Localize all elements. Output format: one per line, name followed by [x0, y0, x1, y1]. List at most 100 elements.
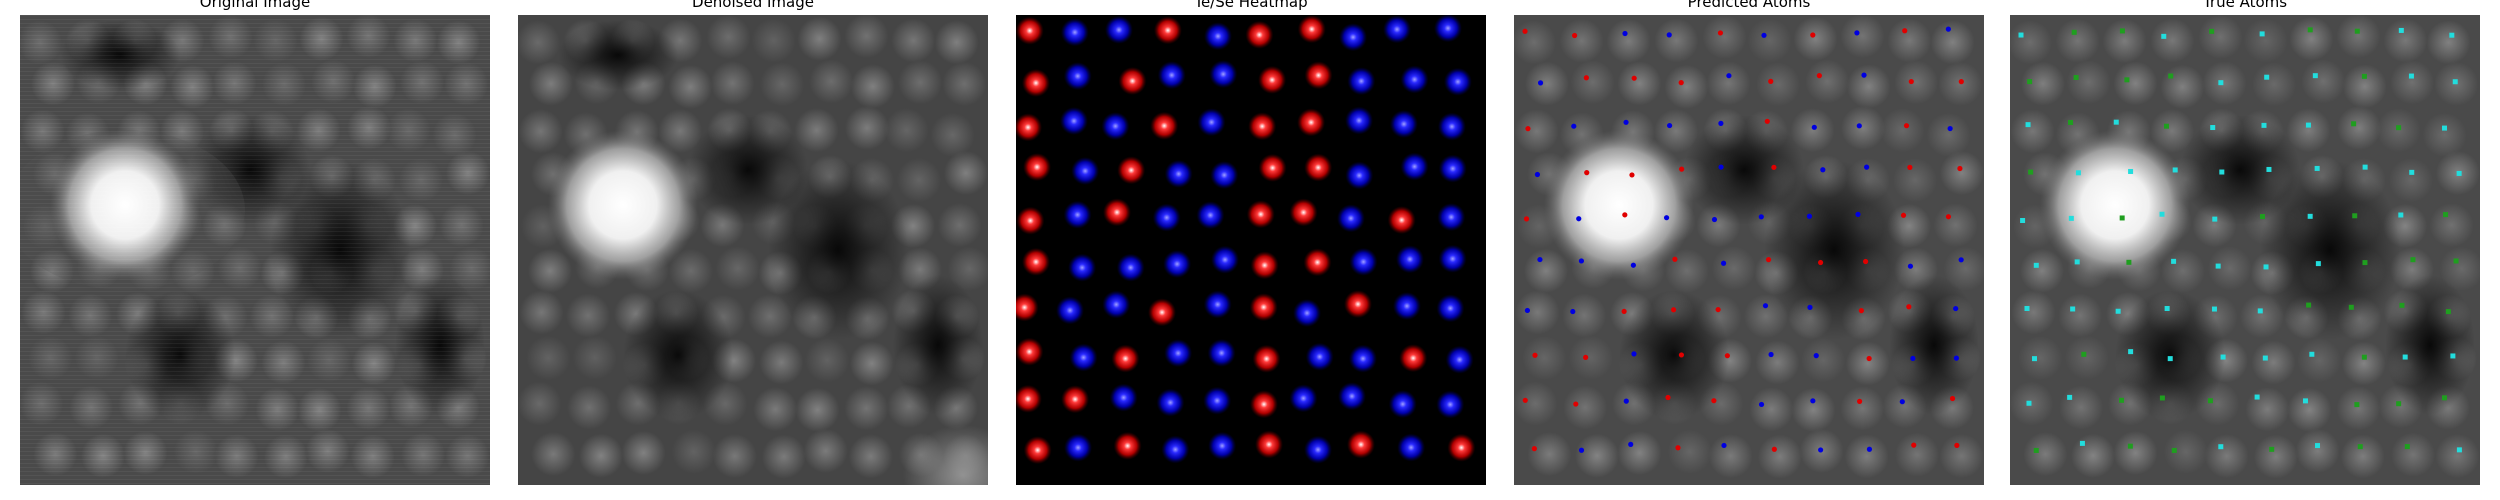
heatmap-atom	[1016, 16, 1044, 45]
heatmap-atom	[1207, 338, 1236, 367]
predicted-atom-marker	[1771, 446, 1777, 452]
true-atom-marker	[2262, 355, 2268, 361]
true-atom-marker	[2026, 400, 2032, 406]
predicted-atom-marker	[1578, 258, 1585, 264]
heatmap-atom	[1400, 65, 1429, 94]
true-atom-marker	[2163, 123, 2169, 129]
heatmap-atom	[1347, 67, 1376, 96]
heatmap-atom	[1293, 299, 1322, 328]
predicted-atom-marker	[1666, 32, 1672, 38]
predicted-atom-marker	[1622, 30, 1628, 37]
true-atom-marker	[2445, 309, 2451, 315]
heatmap-atom	[1063, 62, 1092, 91]
predicted-atom-marker	[1908, 78, 1914, 85]
heatmap-atom	[1209, 60, 1238, 89]
panel-heatmap: Te/Se Heatmap	[1016, 0, 1486, 500]
heatmap-atom	[1016, 293, 1039, 322]
true-atom-marker	[2031, 356, 2037, 362]
true-atom-marker	[2357, 444, 2363, 450]
predicted-atom-marker	[1902, 28, 1908, 34]
heatmap-atom	[1203, 22, 1232, 51]
predicted-atom-marker	[1758, 214, 1764, 220]
predicted-atom-marker	[1578, 447, 1585, 453]
predicted-image	[1514, 15, 1984, 485]
predicted-atom-marker	[1906, 304, 1912, 310]
heatmap-atom	[1445, 345, 1474, 374]
predicted-atom-marker	[1958, 257, 1964, 263]
true-atom-marker	[2124, 77, 2130, 83]
predicted-atom-marker	[1534, 171, 1541, 178]
true-atom-marker	[2079, 440, 2085, 446]
predicted-atom-marker	[1665, 394, 1671, 401]
true-atom-marker	[2361, 73, 2367, 79]
heatmap-atom	[1016, 384, 1042, 413]
panel-denoised: Denoised Image	[518, 0, 988, 500]
heatmap-atom	[1118, 66, 1147, 95]
heatmap-image	[1016, 15, 1486, 485]
true-atom-marker	[2218, 444, 2224, 450]
predicted-atom-marker	[1768, 78, 1774, 84]
heatmap-atom	[1438, 244, 1467, 273]
heatmap-atom	[1337, 382, 1366, 411]
true-atom-marker	[2402, 354, 2408, 360]
predicted-atom-marker	[1531, 446, 1537, 452]
heatmap-atom	[1345, 161, 1374, 190]
predicted-atom-marker	[1678, 80, 1684, 86]
heatmap-atom	[1021, 68, 1050, 97]
heatmap-atom	[1023, 153, 1052, 182]
heatmap-atom	[1068, 253, 1097, 282]
true-atom-marker	[2361, 354, 2367, 360]
predicted-atom-marker	[1571, 123, 1577, 129]
heatmap-atom	[1063, 200, 1092, 229]
heatmap-atom	[1383, 15, 1412, 44]
predicted-atom-marker	[1768, 351, 1774, 358]
true-atom-marker	[2115, 308, 2121, 314]
true-atom-marker	[2257, 308, 2263, 314]
true-atom-marker	[2067, 394, 2073, 400]
heatmap-atom	[1254, 430, 1283, 459]
predicted-atom-marker	[1771, 164, 1777, 170]
predicted-atom-marker	[1711, 216, 1718, 223]
predicted-atom-marker	[1945, 214, 1952, 220]
heatmap-atom	[1252, 344, 1281, 373]
true-atom-marker	[2441, 395, 2447, 401]
true-atom-marker	[2219, 169, 2225, 175]
predicted-atom-marker	[1945, 26, 1951, 32]
true-atom-marker	[2396, 125, 2402, 131]
heatmap-atom	[1258, 65, 1287, 94]
heatmap-atom	[1436, 390, 1465, 419]
heatmap-atom	[1400, 152, 1429, 181]
predicted-atom-marker	[1524, 307, 1531, 314]
heatmap-atom	[1249, 390, 1278, 419]
true-atom-marker	[2408, 73, 2414, 79]
heatmap-atom	[1203, 386, 1232, 415]
predicted-atom-marker	[1858, 308, 1864, 314]
true-atom-marker	[2119, 28, 2125, 34]
predicted-atom-marker	[1672, 256, 1678, 262]
predicted-atom-marker	[1720, 260, 1727, 266]
true-atom-marker	[2113, 119, 2119, 125]
heatmap-atom	[1297, 108, 1326, 137]
heatmap-atom	[1289, 384, 1318, 413]
true-atom-marker	[2354, 28, 2360, 34]
heatmap-atom	[1304, 435, 1333, 464]
predicted-atom-marker	[1953, 305, 1959, 312]
true-atom-marker	[2164, 305, 2170, 311]
predicted-atom-marker	[1854, 30, 1860, 36]
predicted-atom-marker	[1522, 28, 1528, 34]
predicted-atom-marker	[1576, 216, 1582, 222]
te-se-heatmap	[1016, 15, 1486, 485]
heatmap-atom	[1343, 290, 1372, 319]
predicted-atom-marker	[1806, 213, 1813, 219]
heatmap-atom	[1336, 204, 1365, 233]
true-atom-marker	[2302, 398, 2308, 404]
heatmap-atom	[1346, 430, 1375, 459]
heatmap-atom	[1339, 23, 1368, 52]
true-atom-marker	[2443, 212, 2449, 218]
true-atom-marker	[2171, 258, 2177, 264]
predicted-atom-marker	[1863, 258, 1869, 265]
true-atom-marker	[2127, 443, 2133, 449]
heatmap-atom	[1113, 431, 1142, 460]
true-atom-marker	[2215, 263, 2221, 269]
heatmap-atom	[1305, 342, 1334, 371]
